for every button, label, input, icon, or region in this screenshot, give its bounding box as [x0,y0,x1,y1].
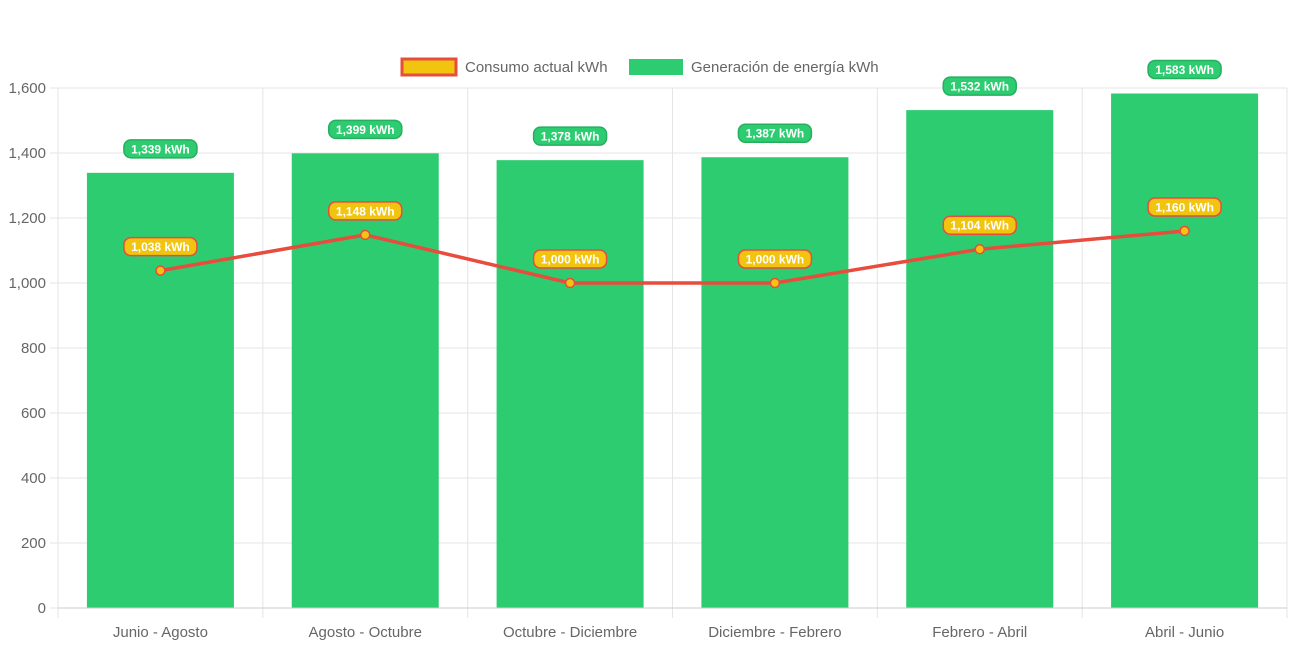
bar-data-label-bg [532,126,608,146]
line-data-label-bg [532,249,608,269]
line-point[interactable] [155,265,166,276]
legend-label-generation[interactable]: Generación de energía kWh [691,59,879,76]
line-data-label: 1,038 kWh [131,240,190,254]
bar[interactable] [496,160,644,608]
x-tick-label: Agosto - Octubre [309,624,422,641]
line-data-label-bg [942,215,1017,235]
legend-swatch-generation[interactable] [629,59,683,75]
line-data-label-bg [123,236,198,257]
bar-data-label-bg [328,119,403,140]
y-tick-label: 1,000 [8,275,46,292]
bar-data-label: 1,532 kWh [950,80,1009,94]
line-data-label: 1,148 kWh [336,204,395,218]
line-data-label: 1,160 kWh [1155,201,1214,215]
bar-series [86,93,1259,608]
data-labels: 1,339 kWh 1,399 kWh 1,378 kWh 1,387 kWh 1,53… [123,59,1222,269]
x-tick-label: Diciembre - Febrero [708,624,841,641]
x-tick-label: Junio - Agosto [113,624,208,641]
bar[interactable] [1111,93,1259,608]
bar[interactable] [701,157,849,608]
y-tick-label: 200 [21,535,46,552]
bar-data-label-bg [737,123,813,143]
x-tick-label: Octubre - Diciembre [503,624,637,641]
line-point[interactable] [769,277,781,289]
bar-data-label: 1,387 kWh [746,127,805,141]
y-tick-label: 400 [21,470,46,487]
line-data-label: 1,000 kWh [746,253,805,267]
line-data-label-bg [1147,197,1222,217]
bar-data-label: 1,378 kWh [541,130,600,144]
legend-label-consumption[interactable]: Consumo actual kWh [465,59,608,76]
grid-lines [50,87,1288,618]
y-tick-label: 600 [21,405,46,422]
legend-swatch-consumption[interactable] [400,57,458,77]
bar-data-label-bg [942,76,1017,96]
bar-data-label-bg [123,139,198,159]
line-series [155,225,1190,289]
bar[interactable] [906,110,1054,608]
axes: 0 200 400 600 800 1,000 1,200 1,400 1,600 Junio -… [8,80,1287,641]
legend[interactable]: Consumo actual kWh Generación de energía … [400,57,879,77]
x-tick-label: Febrero - Abril [932,624,1027,641]
y-tick-label: 1,200 [8,210,46,227]
bar-data-label: 1,339 kWh [131,142,190,156]
consumption-line [160,229,1185,285]
bar-data-label: 1,583 kWh [1155,63,1214,77]
y-tick-label: 1,600 [8,80,46,97]
line-point[interactable] [974,243,985,255]
line-point[interactable] [360,229,371,241]
bar[interactable] [291,153,439,608]
line-point[interactable] [1179,225,1190,237]
line-point[interactable] [564,277,576,289]
y-tick-label: 0 [38,600,46,617]
x-tick-label: Abril - Junio [1145,624,1224,641]
line-data-label-bg [328,201,403,221]
y-tick-label: 1,400 [8,145,46,162]
line-data-label: 1,104 kWh [950,219,1009,233]
y-tick-label: 800 [21,340,46,357]
line-data-label: 1,000 kWh [541,253,600,267]
bar-data-label-bg [1147,59,1222,80]
line-data-label-bg [737,249,813,269]
bar-data-label: 1,399 kWh [336,123,395,137]
